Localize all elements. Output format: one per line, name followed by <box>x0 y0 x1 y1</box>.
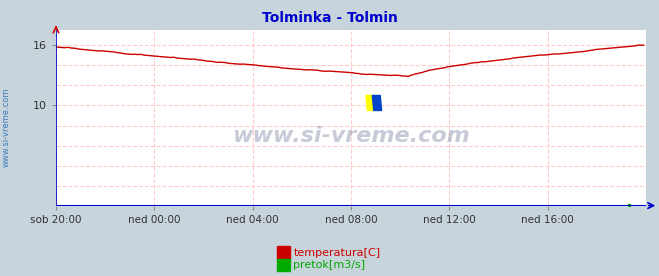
Polygon shape <box>366 95 375 110</box>
Text: Tolminka - Tolmin: Tolminka - Tolmin <box>262 11 397 25</box>
Text: www.si-vreme.com: www.si-vreme.com <box>2 87 11 167</box>
Text: pretok[m3/s]: pretok[m3/s] <box>293 260 365 270</box>
Text: temperatura[C]: temperatura[C] <box>293 248 380 258</box>
Polygon shape <box>372 95 382 110</box>
Text: www.si-vreme.com: www.si-vreme.com <box>232 126 470 145</box>
